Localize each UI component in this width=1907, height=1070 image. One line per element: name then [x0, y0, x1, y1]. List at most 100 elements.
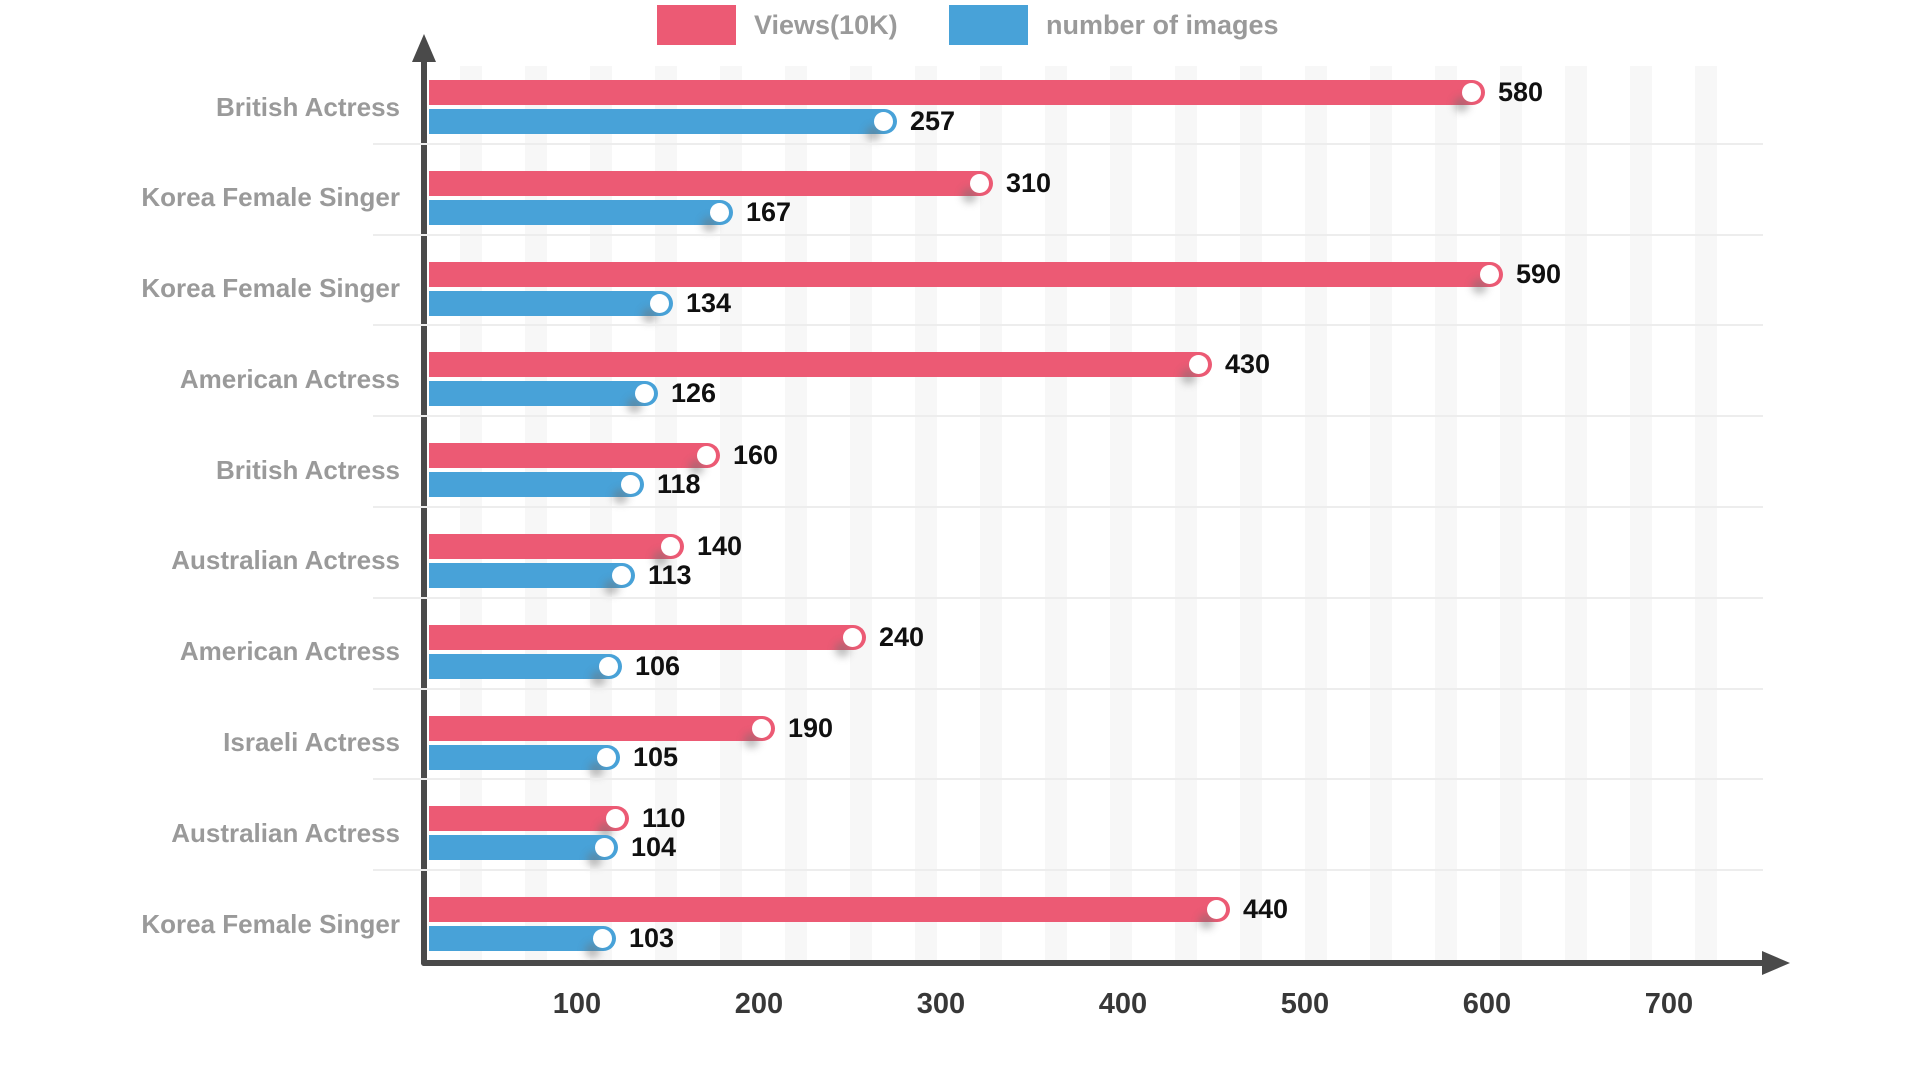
- legend-item-views: Views(10K): [657, 5, 898, 45]
- images-value-label: 113: [648, 559, 692, 590]
- bar-cap-dot-icon: [595, 838, 614, 858]
- bar-cap-dot-icon: [650, 293, 669, 313]
- images-value-label: 106: [635, 650, 681, 681]
- images-barline: 126: [429, 380, 1270, 407]
- bar-group: 140 113: [429, 530, 743, 592]
- images-bar: [429, 653, 622, 679]
- views-bar: [429, 352, 1212, 378]
- views-barline: 240: [429, 623, 924, 650]
- images-barline: 167: [429, 196, 1051, 227]
- views-barline: 440: [429, 894, 1289, 925]
- images-value-label: 104: [631, 832, 677, 863]
- views-bar: [429, 443, 720, 469]
- chart-row: British Actress 580 257: [0, 54, 1907, 145]
- images-barline: 103: [429, 923, 1288, 954]
- bar-cap-dot-icon: [597, 747, 616, 767]
- rows: British Actress 580 257 Korea Female Sin…: [0, 54, 1907, 962]
- category-label: British Actress: [216, 454, 400, 485]
- bar-group: 190 105: [429, 714, 833, 774]
- row-separator: [373, 324, 1763, 327]
- images-barline: 104: [429, 832, 686, 863]
- bar-cap-dot-icon: [661, 536, 680, 556]
- x-tick-label: 600: [1462, 988, 1512, 1020]
- bar-cap-dot-icon: [612, 565, 631, 585]
- images-barline: 106: [429, 650, 924, 681]
- bar-cap-dot-icon: [1207, 900, 1226, 920]
- bar-cap-dot-icon: [606, 809, 625, 829]
- chart-row: American Actress 430 126: [0, 326, 1907, 418]
- category-label: Korea Female Singer: [141, 908, 400, 939]
- bar-cap-dot-icon: [593, 929, 612, 949]
- bar-group: 240 106: [429, 623, 924, 683]
- chart-row: Israeli Actress 190 105: [0, 690, 1907, 781]
- category-label: Australian Actress: [171, 545, 400, 576]
- views-barline: 140: [429, 530, 743, 561]
- images-value-label: 167: [746, 196, 792, 227]
- bar-cap-dot-icon: [1462, 83, 1481, 102]
- images-barline: 257: [429, 108, 1543, 135]
- images-value-label: 134: [686, 287, 732, 318]
- views-value-label: 440: [1243, 894, 1289, 925]
- legend-label-images: number of images: [1046, 10, 1279, 40]
- images-bar: [429, 744, 620, 770]
- category-label: American Actress: [179, 363, 400, 394]
- x-tick-label: 200: [734, 988, 784, 1020]
- images-bar: [429, 199, 733, 225]
- views-value-label: 580: [1498, 77, 1544, 107]
- chart-row: British Actress 160 118: [0, 417, 1907, 508]
- images-barline: 113: [429, 559, 742, 590]
- x-axis-tick-labels: 100 200 300 400 500 600 700: [0, 988, 1907, 1028]
- images-value-label: 103: [629, 923, 675, 954]
- bar-group: 430 126: [429, 351, 1270, 410]
- category-label: American Actress: [179, 636, 400, 667]
- x-tick-label: 400: [1098, 988, 1148, 1020]
- chart-row: Korea Female Singer 310 167: [0, 145, 1907, 236]
- views-barline: 160: [429, 440, 779, 471]
- category-label: Australian Actress: [171, 817, 400, 848]
- images-bar: [429, 472, 644, 498]
- bar-cap-dot-icon: [697, 446, 716, 466]
- views-value-label: 110: [642, 803, 686, 834]
- bar-cap-dot-icon: [710, 202, 729, 222]
- images-bar: [429, 835, 618, 861]
- bar-cap-dot-icon: [1480, 264, 1499, 284]
- bar-cap-dot-icon: [970, 173, 989, 193]
- views-barline: 310: [429, 169, 1051, 196]
- views-barline: 190: [429, 714, 833, 741]
- bar-cap-dot-icon: [874, 112, 893, 131]
- category-label: British Actress: [216, 91, 400, 122]
- x-axis-line: [421, 960, 1766, 966]
- row-separator: [373, 415, 1763, 418]
- bar-cap-dot-icon: [635, 384, 654, 404]
- images-value-label: 118: [657, 469, 701, 500]
- views-value-label: 160: [733, 440, 779, 471]
- x-axis-arrow-icon: [1762, 951, 1790, 975]
- views-value-label: 140: [697, 530, 743, 561]
- x-tick-label: 700: [1644, 988, 1694, 1020]
- views-bar: [429, 170, 993, 196]
- images-barline: 118: [429, 469, 778, 500]
- images-bar: [429, 109, 897, 134]
- images-bar: [429, 290, 673, 316]
- y-axis-arrow-icon: [412, 34, 436, 62]
- row-separator: [373, 596, 1763, 599]
- images-bar: [429, 381, 658, 407]
- views-bar: [429, 715, 775, 741]
- legend-label-views: Views(10K): [754, 10, 898, 40]
- bar-group: 440 103: [429, 894, 1289, 955]
- views-bar: [429, 261, 1503, 287]
- bar-group: 580 257: [429, 77, 1544, 138]
- y-axis-line: [421, 58, 427, 966]
- row-separator: [373, 687, 1763, 690]
- images-barline: 134: [429, 287, 1561, 318]
- x-tick-label: 100: [552, 988, 602, 1020]
- legend-swatch-views-icon: [657, 5, 736, 45]
- views-barline: 590: [429, 260, 1561, 287]
- views-bar: [429, 806, 629, 832]
- chart-row: American Actress 240 106: [0, 599, 1907, 690]
- row-separator: [373, 778, 1763, 781]
- category-label: Israeli Actress: [223, 727, 400, 758]
- bar-group: 110 104: [429, 803, 686, 864]
- legend-item-images: number of images: [949, 5, 1279, 45]
- chart-row: Korea Female Singer 440 103: [0, 871, 1907, 962]
